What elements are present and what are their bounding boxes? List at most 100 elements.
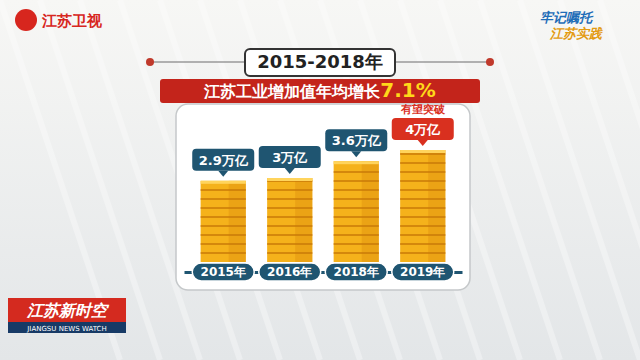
coin-stripe [400,207,445,208]
data-label: 4万亿 [405,122,441,137]
coin-stack [267,178,312,262]
label-box [192,149,254,171]
coin-stripe [400,171,445,172]
label-callout: 4万亿 [392,118,454,146]
coin-stripe [267,198,312,199]
title-dot [486,58,494,66]
tick-pill [325,263,387,281]
data-label: 3.6万亿 [332,133,382,148]
coin-stripe [334,171,379,172]
label-pointer [351,151,361,157]
coin-stripe [201,198,246,199]
coin-top [267,178,312,181]
subtitle: 江苏工业增加值年均增长7.1% [203,78,435,102]
data-labels: 2.9万亿 3万亿 3.6万亿 4万亿 [192,118,454,177]
coin-stripe [201,207,246,208]
label-callout: 2.9万亿 [192,149,254,177]
coin-stripe [267,252,312,253]
label-pointer [218,171,228,177]
coin-stripe [201,252,246,253]
coin-top [201,181,246,184]
coin-stripe [400,153,445,154]
coin-shade [229,181,246,262]
tick: 2015年 [192,263,254,281]
subtitle-banner [160,79,480,103]
coin-stripe [334,198,379,199]
program-name-en: JIANGSU NEWS WATCH [26,325,106,333]
label-callout: 3.6万亿 [325,129,387,157]
coin-stripe [334,207,379,208]
coin-top [400,150,445,153]
background-pattern [0,0,640,360]
coin-stripe [400,243,445,244]
coin-stripe [334,234,379,235]
title-dot [146,58,154,66]
bar [201,181,246,262]
coin-stripe [400,252,445,253]
title-box [245,49,395,76]
channel-logo: 江苏卫视 [41,12,102,30]
label-box [392,118,454,140]
annotation: 有望突破 [400,103,446,116]
coin-stripe [334,252,379,253]
program-box [8,298,126,322]
plot-frame [176,104,470,290]
channel-logo-mark [15,9,37,31]
label-pointer [418,140,428,146]
coin-stack [201,181,246,262]
bar [267,178,312,262]
coin-top [334,161,379,164]
coin-stripe [267,216,312,217]
coin-stripe [334,180,379,181]
tick: 2018年 [325,263,387,281]
coin-stripe [267,243,312,244]
coin-stripe [201,225,246,226]
coin-stripe [400,162,445,163]
x-axis: 2015年 2016年 2018年 2019年 [185,263,463,281]
chart-root: 2015-2018年江苏工业增加值年均增长7.1%2.9万亿3万亿3.6万亿4万… [0,0,640,360]
coin-stripe [334,225,379,226]
subtitle-part: 7.1% [380,78,435,102]
coin-stripe [267,225,312,226]
background [0,0,640,360]
coin-stack [334,161,379,262]
bar [334,161,379,262]
coin-stripe [267,234,312,235]
tick: 2016年 [259,263,321,281]
coin-stripe [201,189,246,190]
label-pointer [285,168,295,174]
coin-stripe [400,189,445,190]
coin-stripe [334,243,379,244]
tick-label: 2018年 [334,265,379,279]
subtitle-part: 江苏工业增加值年均增长 [203,82,381,101]
coin-stripe [334,189,379,190]
pattern-line [560,0,640,360]
coin-stripe [400,216,445,217]
label-callout: 3万亿 [259,146,321,174]
tick-pill [392,263,454,281]
broadcast-overlay: 江苏卫视 牢记嘱托江苏实践江苏新时空 JIANGSU NEWS WATCH [8,9,603,333]
data-label: 2.9万亿 [199,153,249,168]
label-box [325,129,387,151]
tick-label: 2016年 [267,265,312,279]
coin-stripe [400,234,445,235]
coin-stripe [400,180,445,181]
coin-stripe [201,243,246,244]
tick: 2019年 [392,263,454,281]
coin-stripe [201,234,246,235]
bar [400,150,445,262]
slogan: 牢记嘱托 [540,10,594,25]
coin-stripe [334,216,379,217]
coin-stripe [267,189,312,190]
tick-pill [192,263,254,281]
data-label: 3万亿 [272,150,308,165]
coin-stripe [201,216,246,217]
slogan: 江苏实践 [549,26,603,41]
coin-shade [428,150,445,262]
coin-shade [362,161,379,262]
coin-stripe [400,225,445,226]
program-name: 江苏新时空 [26,301,110,320]
tick-label: 2019年 [400,265,445,279]
label-box [259,146,321,168]
title-group: 2015-2018年 [146,49,494,76]
